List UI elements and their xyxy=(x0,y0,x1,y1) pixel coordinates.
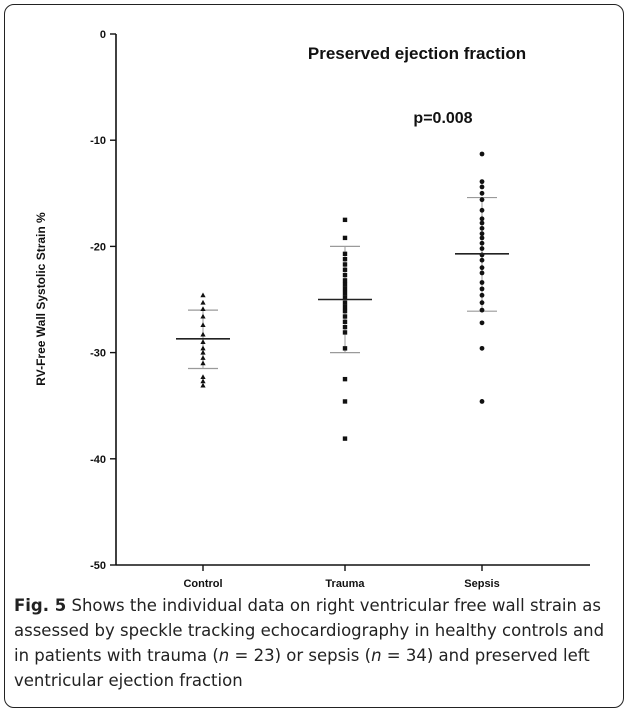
trauma-point xyxy=(342,436,348,441)
caption-text-2: = 23) or sepsis ( xyxy=(229,646,372,665)
sepsis-point xyxy=(479,225,485,231)
control-point xyxy=(200,382,206,388)
sepsis-point xyxy=(479,280,485,285)
control-point xyxy=(200,355,206,360)
control-point xyxy=(200,331,206,337)
data-marks xyxy=(176,151,509,441)
trauma-point xyxy=(342,330,348,335)
trauma-point xyxy=(342,262,348,267)
control-point xyxy=(200,339,206,344)
sepsis-point xyxy=(479,265,485,271)
sepsis-point xyxy=(479,399,485,404)
y-axis-label: RV-Free Wall Systolic Strain % xyxy=(34,212,48,386)
control-point xyxy=(200,378,206,384)
trauma-point xyxy=(342,272,348,278)
caption-label: Fig. 5 xyxy=(14,596,67,615)
caption-text-1: Shows the individual data on right ventr… xyxy=(14,596,605,665)
sepsis-point xyxy=(479,292,485,298)
control-point xyxy=(200,360,206,366)
control-point xyxy=(200,349,206,355)
trauma-point xyxy=(342,319,348,325)
trauma-point xyxy=(342,282,348,287)
x-tick-label: Sepsis xyxy=(464,578,499,590)
sepsis-point xyxy=(479,345,485,351)
trauma-point xyxy=(342,314,348,319)
y-tick-label: -30 xyxy=(90,348,106,360)
sepsis-point xyxy=(479,231,485,237)
trauma-point xyxy=(342,286,348,292)
control-point xyxy=(200,313,206,319)
control-point xyxy=(200,306,206,312)
trauma-point xyxy=(342,324,348,330)
chart-title: Preserved ejection fraction xyxy=(308,44,526,63)
control-point xyxy=(200,299,206,305)
trauma-point xyxy=(342,295,348,300)
caption-n-2: n xyxy=(371,646,382,665)
p-value-annotation: p=0.008 xyxy=(413,110,472,127)
sepsis-point xyxy=(479,151,485,157)
sepsis-point xyxy=(479,286,485,292)
trauma-point xyxy=(342,278,348,283)
trauma-point xyxy=(342,399,348,404)
figure-frame xyxy=(4,4,624,708)
sepsis-point xyxy=(479,320,485,326)
trauma-point xyxy=(342,376,348,382)
trauma-point xyxy=(342,251,348,257)
sepsis-point xyxy=(479,220,485,226)
trauma-point xyxy=(342,217,348,223)
trauma-point xyxy=(342,235,348,241)
sepsis-point xyxy=(479,179,485,185)
trauma-point xyxy=(342,308,348,314)
x-tick-label: Trauma xyxy=(325,578,365,590)
trauma-point xyxy=(342,300,348,305)
y-tick-label: 0 xyxy=(100,29,106,41)
strain-scatter-chart: 0 -10 -20 -30 -40 -50 Control Trauma Sepsis Pres… xyxy=(34,29,590,590)
sepsis-point xyxy=(479,184,485,190)
sepsis-point xyxy=(479,240,485,246)
sepsis-point xyxy=(479,257,485,263)
control-point xyxy=(200,292,206,298)
axes: 0 -10 -20 -30 -40 -50 Control Trauma Sepsis xyxy=(90,29,590,590)
caption-text-3: = 34) and preserved left ventricular eje… xyxy=(14,646,590,690)
control-point xyxy=(200,345,206,351)
sepsis-point xyxy=(479,207,485,213)
y-tick-label: -20 xyxy=(90,241,106,253)
y-tick-label: -10 xyxy=(90,135,106,147)
trauma-point xyxy=(342,267,348,272)
sepsis-point xyxy=(479,235,485,241)
sepsis-point xyxy=(479,270,485,276)
trauma-point xyxy=(342,256,348,262)
sepsis-point xyxy=(479,246,485,251)
sepsis-point xyxy=(479,300,485,306)
y-tick-label: -40 xyxy=(90,454,106,466)
sepsis-point xyxy=(479,197,485,203)
y-tick-label: -50 xyxy=(90,560,106,572)
sepsis-point xyxy=(479,216,485,222)
trauma-point xyxy=(342,290,348,296)
trauma-point xyxy=(342,346,348,351)
sepsis-point xyxy=(479,190,485,196)
sepsis-point xyxy=(479,307,485,313)
caption-n-1: n xyxy=(218,646,230,665)
x-tick-label: Control xyxy=(183,578,222,590)
control-point xyxy=(200,374,206,380)
figure-caption: Fig. 5 Shows the individual data on righ… xyxy=(14,593,614,693)
control-point xyxy=(200,322,206,327)
trauma-point xyxy=(342,304,348,310)
